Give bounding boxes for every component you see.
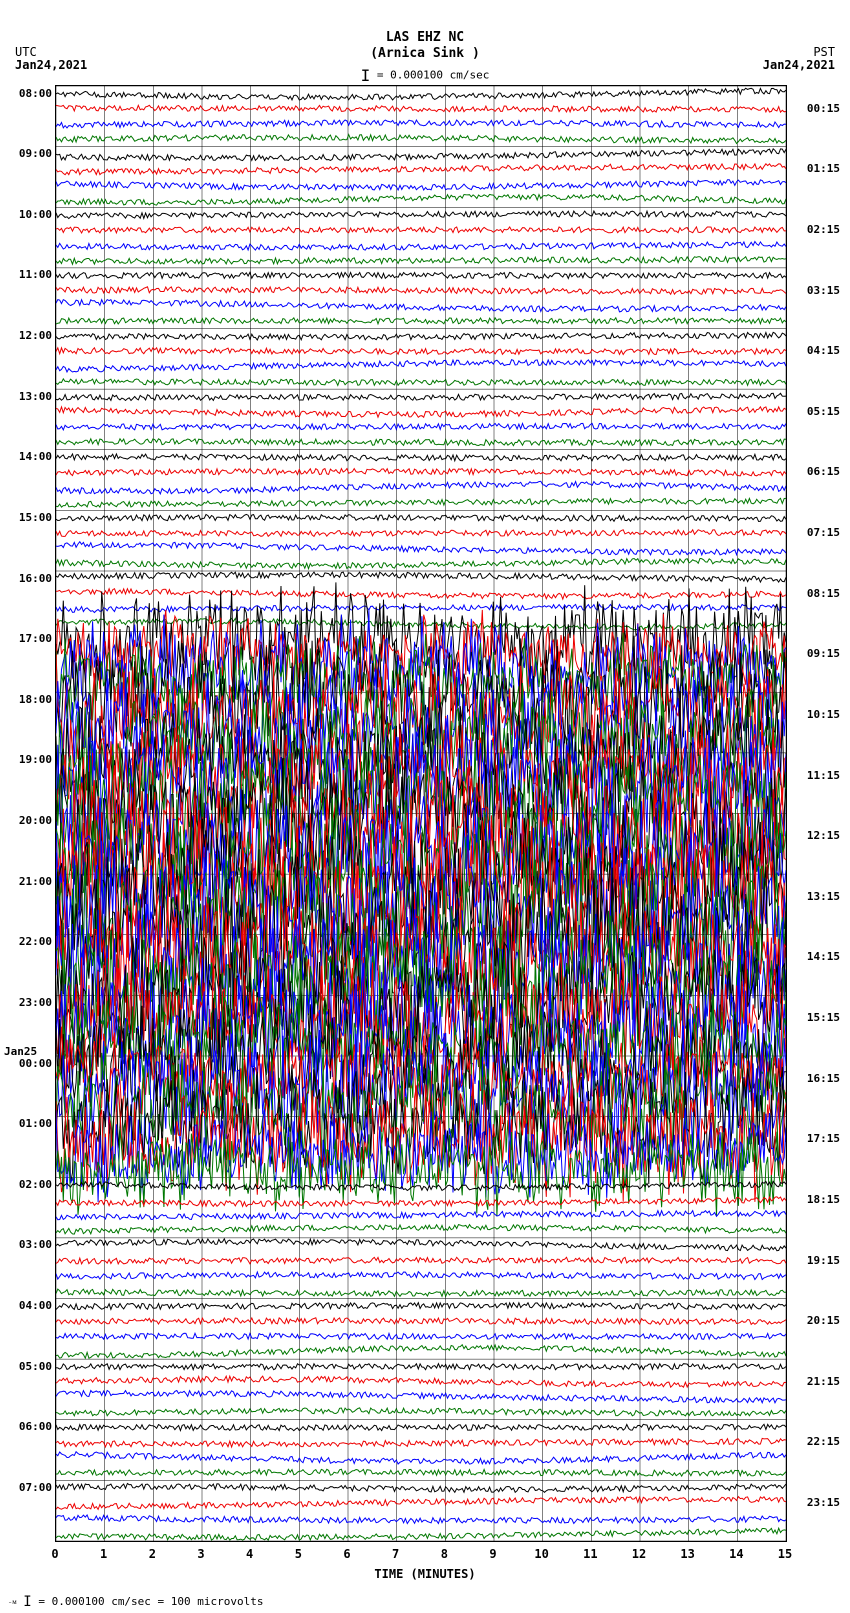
pst-time-label: 19:15	[807, 1254, 840, 1267]
pst-time-label: 09:15	[807, 647, 840, 660]
utc-time-label: 11:00	[4, 268, 52, 281]
x-tick-label: 15	[778, 1547, 792, 1561]
x-axis-label: TIME (MINUTES)	[0, 1567, 850, 1581]
pst-time-label: 01:15	[807, 162, 840, 175]
x-tick-label: 11	[583, 1547, 597, 1561]
utc-time-label: 22:00	[4, 935, 52, 948]
pst-time-label: 20:15	[807, 1314, 840, 1327]
utc-time-label: 17:00	[4, 632, 52, 645]
x-tick-label: 3	[197, 1547, 204, 1561]
x-tick-label: 13	[680, 1547, 694, 1561]
x-tick-label: 5	[295, 1547, 302, 1561]
pst-time-label: 04:15	[807, 344, 840, 357]
timezone-right: PST	[813, 45, 835, 59]
utc-time-label: 02:00	[4, 1178, 52, 1191]
utc-time-label: 14:00	[4, 450, 52, 463]
footer-scale-icon: I	[23, 1594, 31, 1610]
x-tick-label: 4	[246, 1547, 253, 1561]
pst-time-label: 07:15	[807, 526, 840, 539]
scale-bar: I = 0.000100 cm/sec	[0, 66, 850, 85]
x-tick-label: 14	[729, 1547, 743, 1561]
utc-time-label: 06:00	[4, 1420, 52, 1433]
utc-time-label: 10:00	[4, 208, 52, 221]
pst-time-label: 06:15	[807, 465, 840, 478]
pst-time-label: 11:15	[807, 769, 840, 782]
pst-time-label: 14:15	[807, 950, 840, 963]
x-tick-label: 9	[489, 1547, 496, 1561]
pst-time-label: 13:15	[807, 890, 840, 903]
x-tick-label: 6	[343, 1547, 350, 1561]
utc-time-label: 05:00	[4, 1360, 52, 1373]
utc-time-label: 15:00	[4, 511, 52, 524]
pst-time-label: 02:15	[807, 223, 840, 236]
utc-time-label: 08:00	[4, 87, 52, 100]
date-left: Jan24,2021	[15, 58, 87, 72]
seismogram-svg	[56, 86, 786, 1541]
pst-time-label: 18:15	[807, 1193, 840, 1206]
utc-time-label: 13:00	[4, 390, 52, 403]
utc-time-label: 20:00	[4, 814, 52, 827]
date-right: Jan24,2021	[763, 58, 835, 72]
scale-marker-icon: I	[361, 66, 371, 85]
utc-time-label: 19:00	[4, 753, 52, 766]
x-tick-label: 2	[149, 1547, 156, 1561]
timezone-left: UTC	[15, 45, 37, 59]
pst-time-label: 03:15	[807, 284, 840, 297]
pst-time-label: 16:15	[807, 1072, 840, 1085]
day-break-label: Jan25	[4, 1045, 37, 1058]
utc-time-label: 21:00	[4, 875, 52, 888]
x-tick-label: 7	[392, 1547, 399, 1561]
pst-time-label: 22:15	[807, 1435, 840, 1448]
x-tick-label: 8	[441, 1547, 448, 1561]
utc-time-label: 01:00	[4, 1117, 52, 1130]
x-tick-label: 10	[534, 1547, 548, 1561]
utc-time-label: 23:00	[4, 996, 52, 1009]
utc-time-label: 03:00	[4, 1238, 52, 1251]
x-tick-label: 12	[632, 1547, 646, 1561]
utc-time-label: 12:00	[4, 329, 52, 342]
pst-time-label: 12:15	[807, 829, 840, 842]
pst-time-label: 17:15	[807, 1132, 840, 1145]
scale-text: = 0.000100 cm/sec	[377, 69, 490, 82]
pst-time-label: 05:15	[807, 405, 840, 418]
utc-time-label: 16:00	[4, 572, 52, 585]
footer-scale: ₋ᴍ I = 0.000100 cm/sec = 100 microvolts	[8, 1594, 264, 1610]
footer-noise-icon: ₋ᴍ	[8, 1598, 17, 1606]
utc-time-label: 07:00	[4, 1481, 52, 1494]
title-line-2: (Arnica Sink )	[0, 46, 850, 61]
pst-time-label: 21:15	[807, 1375, 840, 1388]
utc-time-label: 18:00	[4, 693, 52, 706]
plot-area	[55, 85, 787, 1542]
utc-time-label: 00:00	[4, 1057, 52, 1070]
pst-time-label: 10:15	[807, 708, 840, 721]
seismogram-container: LAS EHZ NC (Arnica Sink ) I = 0.000100 c…	[0, 0, 850, 1613]
title-line-1: LAS EHZ NC	[0, 30, 850, 45]
x-tick-label: 1	[100, 1547, 107, 1561]
utc-time-label: 09:00	[4, 147, 52, 160]
pst-time-label: 00:15	[807, 102, 840, 115]
pst-time-label: 23:15	[807, 1496, 840, 1509]
x-tick-label: 0	[51, 1547, 58, 1561]
utc-time-label: 04:00	[4, 1299, 52, 1312]
pst-time-label: 15:15	[807, 1011, 840, 1024]
pst-time-label: 08:15	[807, 587, 840, 600]
footer-scale-text: = 0.000100 cm/sec = 100 microvolts	[38, 1595, 263, 1608]
